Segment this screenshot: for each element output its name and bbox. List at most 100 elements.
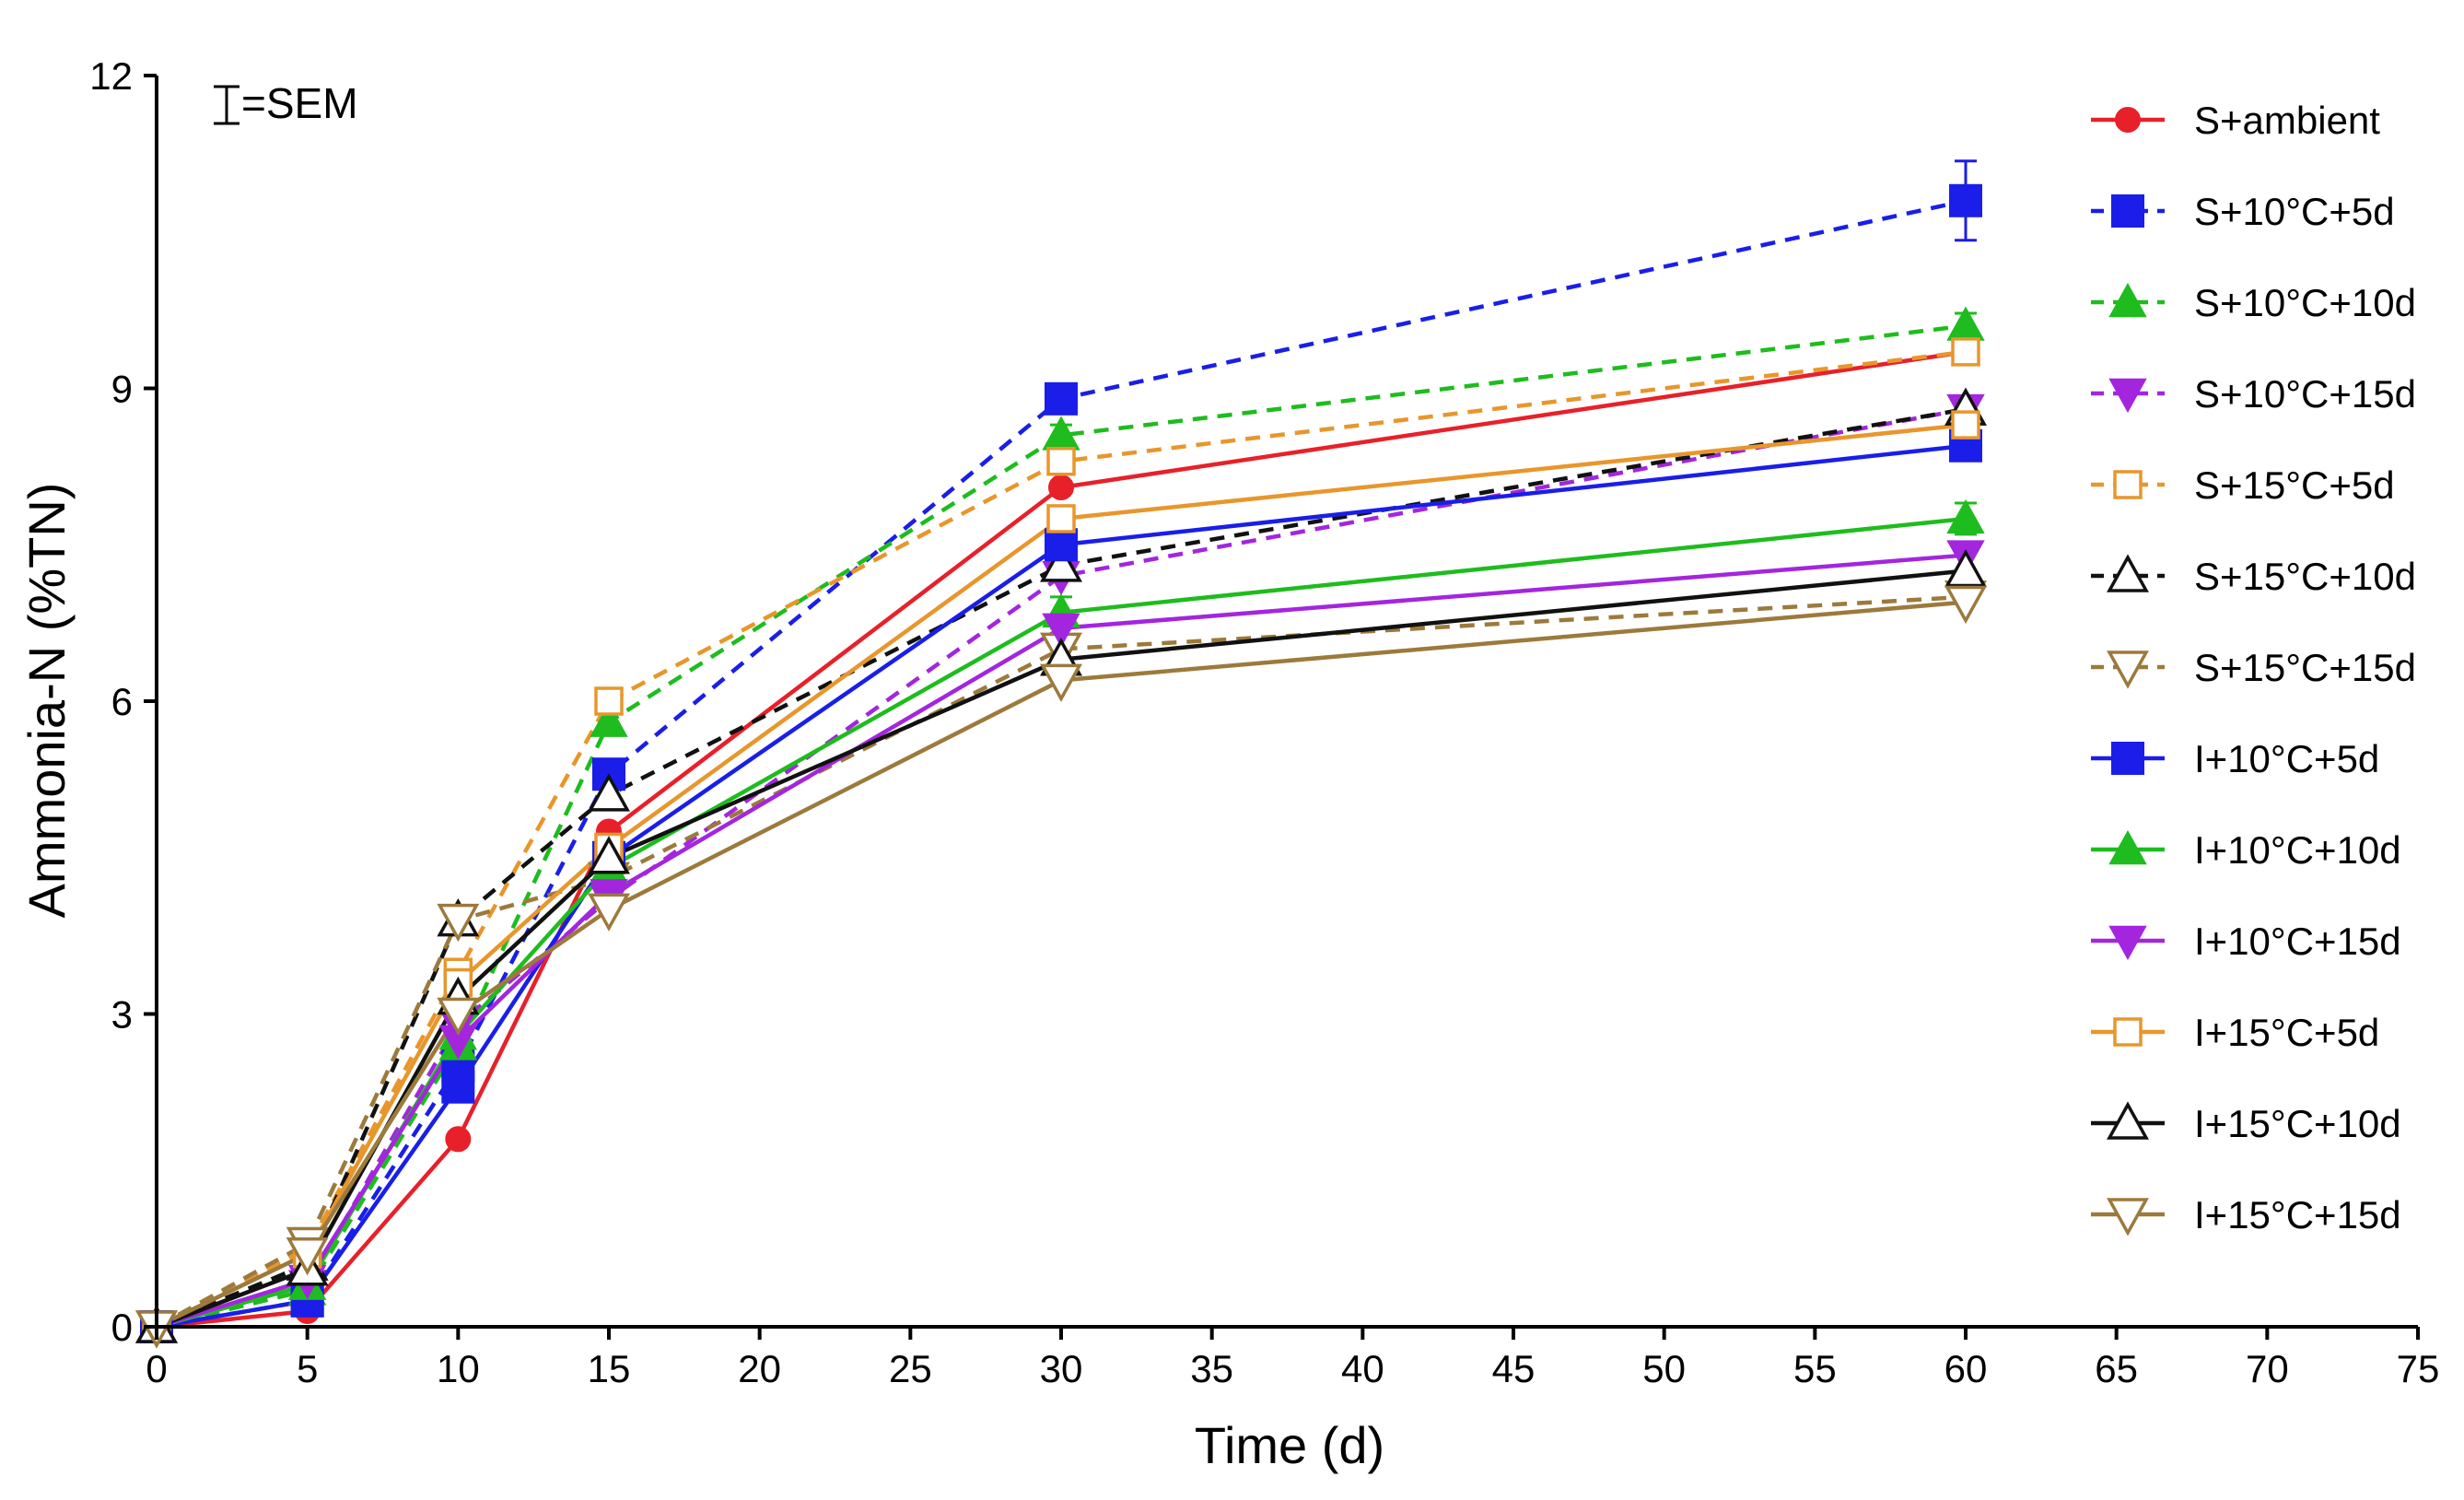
legend-item-i-15c-10d: I+15°C+10d xyxy=(2091,1101,2401,1145)
legend-item-i-10c-15d: I+10°C+15d xyxy=(2091,920,2401,963)
point-i-15c-15d xyxy=(437,997,480,1037)
legend-label-i-15c-5d: I+15°C+5d xyxy=(2194,1011,2379,1054)
x-tick-label: 50 xyxy=(1642,1347,1686,1390)
legend-marker-i-10c-10d xyxy=(2108,829,2147,865)
point-s-15c-15d xyxy=(437,903,480,943)
series-line-i-15c-15d xyxy=(156,600,1967,1330)
point-i-15c-10d xyxy=(1944,548,1987,588)
sem-annotation: =SEM xyxy=(214,79,358,127)
point-s-10c-5d xyxy=(1949,183,1982,217)
legend-item-s-10c-15d: S+10°C+15d xyxy=(2091,372,2416,416)
point-s-15c-10d xyxy=(1040,544,1082,582)
legend-marker-i-15c-10d xyxy=(2107,1101,2149,1140)
point-s-10c-10d xyxy=(1946,306,1985,341)
y-ticks-layer: 0 3 6 9 12 xyxy=(89,54,157,1349)
point-i-10c-5d xyxy=(441,1070,475,1104)
point-i-10c-15d xyxy=(1042,613,1080,648)
point-i-15c-15d xyxy=(1944,585,1987,625)
legend-marker-i-15c-15d xyxy=(2107,1198,2149,1236)
series-line-s-10c-10d xyxy=(156,323,1967,1330)
x-tick-label: 20 xyxy=(738,1347,781,1390)
legend-item-i-15c-5d: I+15°C+5d xyxy=(2091,1011,2379,1054)
point-s-15c-5d xyxy=(594,686,624,716)
series-line-i-10c-10d xyxy=(156,516,1967,1330)
point-s-15c-10d xyxy=(588,773,630,812)
x-tick-label: 30 xyxy=(1040,1347,1083,1390)
series-line-i-10c-15d xyxy=(156,553,1967,1330)
legend-item-s-10c-5d: S+10°C+5d xyxy=(2091,190,2395,233)
x-axis-title: Time (d) xyxy=(1195,1416,1384,1474)
x-tick-label: 45 xyxy=(1492,1347,1536,1390)
point-i-15c-15d xyxy=(1040,663,1082,702)
legend-marker-s-15c-10d xyxy=(2107,554,2149,592)
legend-item-i-15c-15d: I+15°C+15d xyxy=(2091,1193,2401,1236)
x-tick-label: 70 xyxy=(2246,1347,2289,1390)
legend-marker-s-10c-5d xyxy=(2111,194,2144,228)
series-line-i-15c-10d xyxy=(156,568,1967,1330)
legend-marker-i-10c-15d xyxy=(2108,925,2147,961)
point-i-10c-10d xyxy=(1946,498,1985,534)
legend-item-s-ambient: S+ambient xyxy=(2091,99,2380,142)
series-markers-layer xyxy=(135,183,1987,1349)
legend-marker-i-10c-5d xyxy=(2111,742,2144,775)
y-tick-label: 6 xyxy=(111,680,133,723)
x-tick-label: 35 xyxy=(1190,1347,1233,1390)
series-line-s-15c-10d xyxy=(156,406,1967,1330)
point-i-15c-15d xyxy=(286,1237,329,1276)
point-s-10c-5d xyxy=(1045,381,1078,416)
y-tick-label: 0 xyxy=(111,1306,133,1349)
series-line-s-ambient xyxy=(156,349,1967,1330)
series-line-s-15c-15d xyxy=(155,594,1967,1329)
error-bars-layer xyxy=(1050,159,1977,630)
x-tick-label: 5 xyxy=(297,1347,318,1390)
point-s-10c-10d xyxy=(590,702,628,737)
x-tick-label: 25 xyxy=(889,1347,932,1390)
y-tick-label: 9 xyxy=(111,368,133,411)
x-tick-label: 10 xyxy=(437,1347,480,1390)
legend-marker-s-10c-10d xyxy=(2108,282,2147,318)
point-s-ambient xyxy=(1048,475,1074,501)
legend-item-s-15c-15d: S+15°C+15d xyxy=(2091,646,2416,689)
legend-label-i-10c-5d: I+10°C+5d xyxy=(2194,737,2379,780)
x-tick-label: 75 xyxy=(2397,1347,2440,1390)
y-tick-label: 3 xyxy=(111,993,133,1037)
legend-marker-s-15c-15d xyxy=(2107,650,2149,689)
x-tick-label: 55 xyxy=(1793,1347,1837,1390)
point-i-15c-5d xyxy=(1046,504,1076,533)
point-i-15c-5d xyxy=(1951,410,1980,439)
legend-marker-i-15c-5d xyxy=(2113,1017,2143,1047)
legend-label-s-10c-10d: S+10°C+10d xyxy=(2194,281,2416,324)
legend-label-i-10c-10d: I+10°C+10d xyxy=(2194,828,2401,872)
legend-item-i-10c-10d: I+10°C+10d xyxy=(2091,828,2401,872)
x-tick-label: 65 xyxy=(2095,1347,2138,1390)
series-lines-layer xyxy=(155,198,1967,1330)
legend-marker-s-10c-15d xyxy=(2108,378,2147,414)
axes-layer xyxy=(155,76,2418,1329)
point-i-15c-10d xyxy=(588,836,630,874)
legend-item-s-15c-5d: S+15°C+5d xyxy=(2091,463,2395,507)
sem-label: =SEM xyxy=(241,79,358,127)
point-i-15c-15d xyxy=(588,893,630,932)
legend-label-s-ambient: S+ambient xyxy=(2194,99,2380,142)
y-axis-title: Ammonia-N (%TN) xyxy=(18,483,76,919)
legend-label-s-15c-15d: S+15°C+15d xyxy=(2194,646,2416,689)
legend-label-s-10c-15d: S+10°C+15d xyxy=(2194,372,2416,416)
legend-item-i-10c-5d: I+10°C+5d xyxy=(2091,737,2379,780)
point-s-ambient xyxy=(445,1126,472,1153)
legend-label-s-10c-5d: S+10°C+5d xyxy=(2194,190,2395,233)
point-s-15c-5d xyxy=(1951,337,1980,367)
series-line-i-10c-5d xyxy=(156,443,1967,1330)
x-tick-label: 60 xyxy=(1944,1347,1988,1390)
legend-label-s-15c-5d: S+15°C+5d xyxy=(2194,463,2395,507)
legend-label-s-15c-10d: S+15°C+10d xyxy=(2194,555,2416,598)
x-ticks-layer: 0 5 10 15 20 25 30 35 40 45 50 55 60 65 70 75 xyxy=(146,1327,2439,1390)
point-s-15c-5d xyxy=(1046,446,1076,476)
legend-label-i-15c-10d: I+15°C+10d xyxy=(2194,1102,2401,1145)
series-line-s-10c-5d xyxy=(156,198,1967,1330)
y-tick-label: 12 xyxy=(89,54,133,98)
legend-label-i-15c-15d: I+15°C+15d xyxy=(2194,1193,2401,1236)
legend-item-s-15c-10d: S+15°C+10d xyxy=(2091,554,2416,598)
x-tick-label: 40 xyxy=(1341,1347,1384,1390)
point-i-10c-5d xyxy=(1045,528,1078,562)
